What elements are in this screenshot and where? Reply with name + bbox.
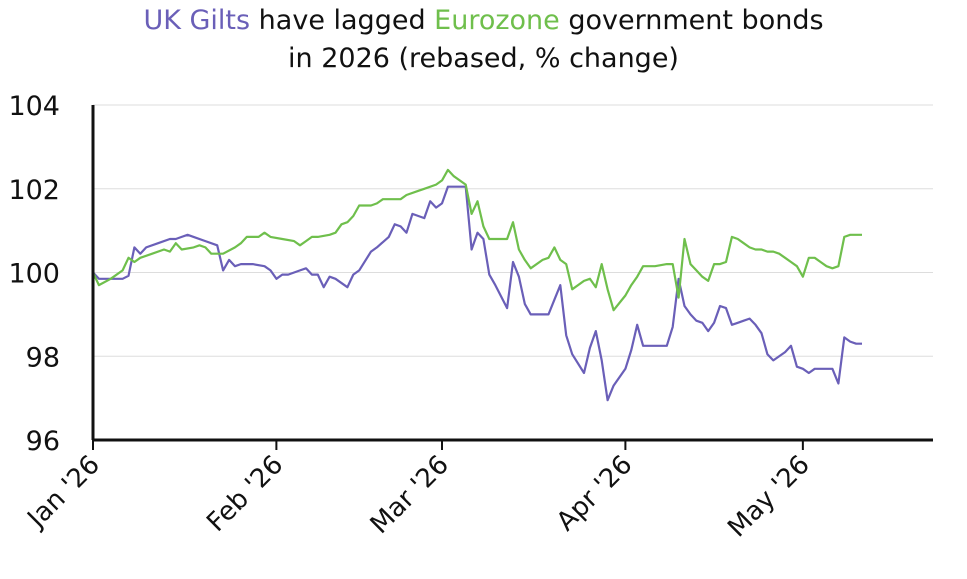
x-tick-label: May '26 [722,450,816,544]
title-line-2: in 2026 (rebased, % change) [288,43,679,74]
x-tick-label: Jan '26 [21,450,106,535]
y-tick-label: 98 [26,342,60,373]
series-line-uk-gilts [92,185,862,402]
x-tick-label: Feb '26 [201,450,289,538]
y-tick-labels: 96 98 100 102 104 [8,91,60,457]
axes [91,105,933,450]
y-tick-label: 100 [8,259,60,290]
x-tick-labels: Jan '26 Feb '26 Mar '26 Apr '26 May '26 [21,450,816,544]
title-suffix: government bonds [559,5,824,36]
y-tick-label: 104 [8,91,60,122]
y-tick-label: 96 [26,426,60,457]
title-eurozone-label: Eurozone [434,5,560,36]
gridlines [93,104,933,357]
series-lines [92,168,862,402]
y-tick-label: 102 [8,175,60,206]
x-tick-label: Mar '26 [365,450,455,540]
title-line-1: UK Gilts have lagged Eurozone government… [0,2,967,40]
title-connector: have lagged [250,5,435,36]
series-line-eurozone [92,168,862,312]
chart-title: UK Gilts have lagged Eurozone government… [0,2,967,78]
x-tick-label: Apr '26 [551,450,638,537]
title-gilts-label: UK Gilts [143,5,251,36]
